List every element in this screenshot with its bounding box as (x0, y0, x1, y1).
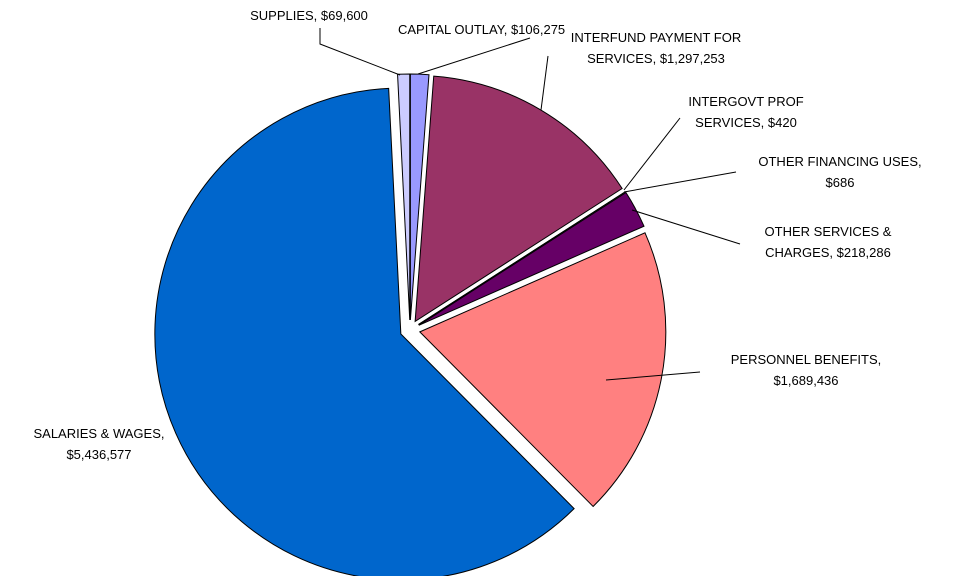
leader-line-supplies (319, 28, 401, 76)
slice-labels: CAPITAL OUTLAY, $106,275 INTERFUND PAYMEN… (33, 8, 921, 462)
slice-label-line: SALARIES & WAGES, (33, 426, 164, 441)
slice-label-line: SUPPLIES, $69,600 (250, 8, 368, 23)
slice-label-other-services-and-charges: OTHER SERVICES & CHARGES, $218,286 (765, 224, 892, 260)
slice-label-line: INTERFUND PAYMENT FOR (571, 30, 741, 45)
leader-line-intergovt-prof-services (623, 117, 681, 191)
slice-label-capital-outlay: CAPITAL OUTLAY, $106,275 (398, 22, 565, 37)
slice-label-intergovt-prof-services: INTERGOVT PROF SERVICES, $420 (688, 94, 803, 130)
slice-label-interfund-payment-for-services: INTERFUND PAYMENT FOR SERVICES, $1,297,25… (571, 30, 741, 66)
slice-label-line: OTHER FINANCING USES, (758, 154, 921, 169)
leader-lines (319, 28, 741, 381)
pie-slices (154, 73, 667, 576)
leader-line-interfund-payment-for-services (540, 55, 549, 111)
pie-slice-personnel-benefits (418, 232, 667, 508)
leader-line-other-services-and-charges (631, 209, 741, 245)
leader-line-other-financing-uses (623, 171, 737, 193)
pie-slice-salaries-and-wages (154, 87, 575, 576)
slice-label-salaries-and-wages: SALARIES & WAGES, $5,436,577 (33, 426, 164, 462)
slice-label-line: PERSONNEL BENEFITS, (731, 352, 882, 367)
pie-slice-interfund-payment-for-services (414, 75, 623, 323)
slice-label-line: $5,436,577 (66, 447, 131, 462)
slice-label-line: CHARGES, $218,286 (765, 245, 891, 260)
slice-label-line: OTHER SERVICES & (765, 224, 892, 239)
pie-slice-other-financing-uses (418, 191, 626, 326)
pie-slice-supplies (397, 73, 411, 321)
slice-label-line: SERVICES, $1,297,253 (587, 51, 725, 66)
slice-label-line: CAPITAL OUTLAY, $106,275 (398, 22, 565, 37)
slice-label-line: $1,689,436 (773, 373, 838, 388)
leader-line-personnel-benefits (605, 371, 701, 381)
leader-line-capital-outlay (417, 37, 531, 75)
slice-label-line: INTERGOVT PROF (688, 94, 803, 109)
slice-label-personnel-benefits: PERSONNEL BENEFITS, $1,689,436 (731, 352, 882, 388)
pie-slice-other-services-and-charges (418, 191, 645, 326)
slice-label-other-financing-uses: OTHER FINANCING USES, $686 (758, 154, 921, 190)
pie-slice-capital-outlay (409, 73, 430, 321)
slice-label-supplies: SUPPLIES, $69,600 (250, 8, 368, 23)
slice-label-line: $686 (826, 175, 855, 190)
slice-label-line: SERVICES, $420 (695, 115, 797, 130)
